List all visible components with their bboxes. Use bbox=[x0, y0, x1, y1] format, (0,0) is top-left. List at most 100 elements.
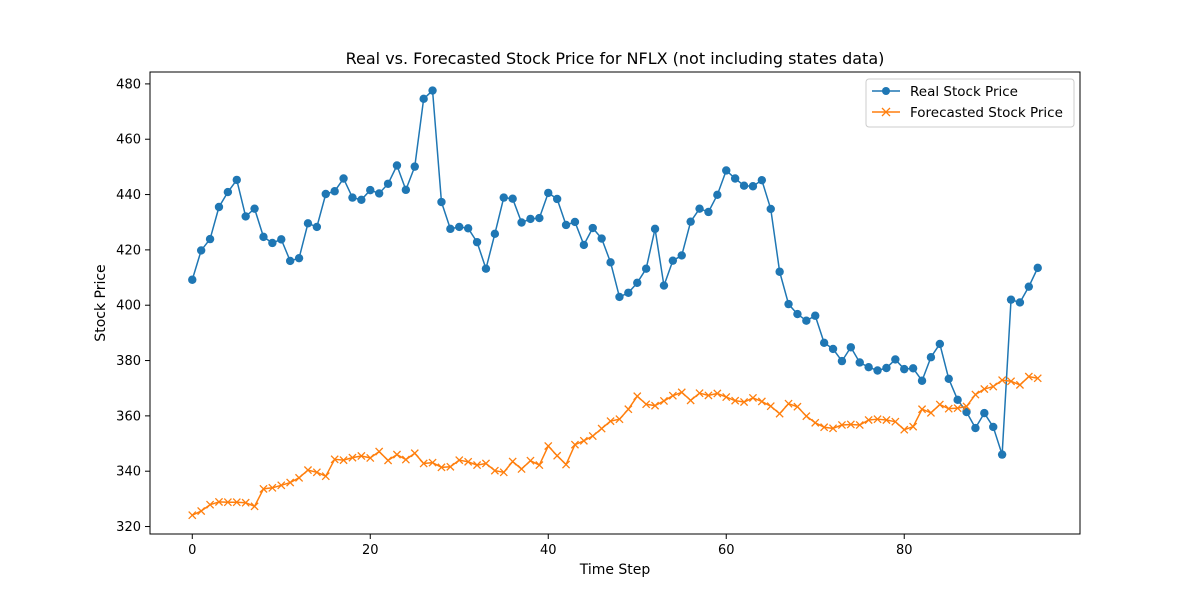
data-point bbox=[535, 213, 544, 223]
data-point bbox=[1024, 372, 1033, 381]
data-point bbox=[1006, 377, 1016, 386]
data-point bbox=[864, 415, 873, 425]
x-tick-label: 0 bbox=[188, 543, 196, 558]
data-point bbox=[659, 396, 669, 405]
data-point bbox=[526, 456, 535, 465]
data-point bbox=[499, 193, 508, 202]
data-point bbox=[962, 402, 971, 411]
y-tick-label: 340 bbox=[116, 465, 141, 480]
data-point bbox=[1015, 380, 1024, 389]
data-point bbox=[980, 408, 989, 418]
data-point bbox=[428, 458, 437, 467]
data-point bbox=[312, 222, 322, 232]
data-point bbox=[900, 425, 909, 434]
data-point bbox=[544, 441, 553, 451]
data-point bbox=[517, 218, 526, 227]
data-point bbox=[909, 422, 918, 431]
data-point bbox=[570, 440, 580, 449]
data-point bbox=[962, 407, 971, 417]
data-point bbox=[704, 207, 713, 217]
chart-title: Real vs. Forecasted Stock Price for NFLX… bbox=[346, 49, 885, 68]
ticks-layer: 0 20 40 60 80 320 340 360 380 400 420 440 460 480 bbox=[116, 77, 912, 558]
data-point bbox=[730, 174, 740, 183]
data-point bbox=[446, 462, 455, 471]
data-point bbox=[205, 234, 215, 244]
data-point bbox=[873, 366, 882, 375]
data-point bbox=[214, 202, 224, 212]
data-point bbox=[196, 246, 206, 255]
data-point bbox=[294, 253, 304, 263]
data-point bbox=[775, 409, 784, 418]
data-point bbox=[366, 453, 375, 462]
data-point bbox=[392, 450, 402, 459]
data-point bbox=[935, 400, 944, 409]
data-point bbox=[375, 447, 384, 456]
data-point bbox=[579, 240, 589, 250]
data-point bbox=[277, 481, 286, 490]
data-point bbox=[802, 316, 811, 325]
data-point bbox=[428, 86, 437, 95]
data-point bbox=[303, 219, 313, 228]
data-point bbox=[713, 389, 722, 398]
data-point bbox=[989, 382, 998, 391]
data-point bbox=[188, 511, 197, 520]
data-point bbox=[268, 238, 277, 248]
data-point bbox=[437, 197, 446, 207]
data-point bbox=[348, 193, 357, 202]
data-point bbox=[508, 457, 517, 466]
data-point bbox=[197, 506, 206, 516]
data-point bbox=[410, 449, 419, 458]
data-point bbox=[971, 390, 980, 399]
x-tick-label: 20 bbox=[362, 543, 379, 558]
x-axis-label: Time Step bbox=[579, 562, 651, 578]
data-point bbox=[739, 397, 749, 407]
data-point bbox=[784, 299, 793, 309]
data-point bbox=[775, 267, 784, 276]
data-point bbox=[401, 455, 410, 464]
data-point bbox=[846, 343, 856, 352]
data-point bbox=[739, 181, 749, 190]
data-point bbox=[713, 190, 722, 200]
data-point bbox=[1033, 374, 1042, 383]
data-point bbox=[597, 234, 606, 243]
data-point bbox=[286, 478, 295, 487]
data-point bbox=[526, 214, 535, 224]
data-point bbox=[820, 423, 829, 432]
data-point bbox=[837, 356, 847, 366]
data-point bbox=[659, 281, 669, 290]
y-tick-label: 440 bbox=[116, 188, 141, 203]
data-point bbox=[597, 424, 606, 433]
data-point bbox=[891, 355, 900, 364]
data-point bbox=[223, 498, 232, 507]
legend-marker-real bbox=[882, 87, 890, 95]
data-point bbox=[926, 408, 935, 417]
data-point bbox=[472, 461, 482, 470]
data-point bbox=[606, 417, 615, 426]
data-point bbox=[677, 388, 686, 397]
data-point bbox=[900, 364, 909, 374]
data-point bbox=[259, 232, 268, 242]
data-point bbox=[250, 204, 259, 213]
data-point bbox=[882, 415, 891, 425]
data-point bbox=[971, 423, 980, 433]
data-point bbox=[650, 224, 660, 234]
data-point bbox=[633, 278, 642, 288]
plot-frame bbox=[149, 71, 1081, 535]
data-point bbox=[837, 420, 846, 430]
data-point bbox=[704, 391, 713, 400]
data-point bbox=[757, 175, 767, 185]
data-point bbox=[206, 500, 215, 509]
data-point bbox=[989, 422, 998, 432]
data-point bbox=[579, 436, 588, 445]
x-tick-label: 60 bbox=[718, 543, 735, 558]
data-point bbox=[891, 417, 900, 426]
data-point bbox=[508, 194, 517, 203]
series-layer bbox=[188, 86, 1042, 520]
data-point bbox=[464, 457, 473, 466]
data-point bbox=[811, 418, 820, 427]
legend-box bbox=[865, 78, 1075, 128]
legend: Real Stock Price Forecasted Stock Price bbox=[865, 78, 1075, 128]
y-tick-label: 380 bbox=[116, 354, 141, 369]
data-point bbox=[864, 362, 873, 372]
